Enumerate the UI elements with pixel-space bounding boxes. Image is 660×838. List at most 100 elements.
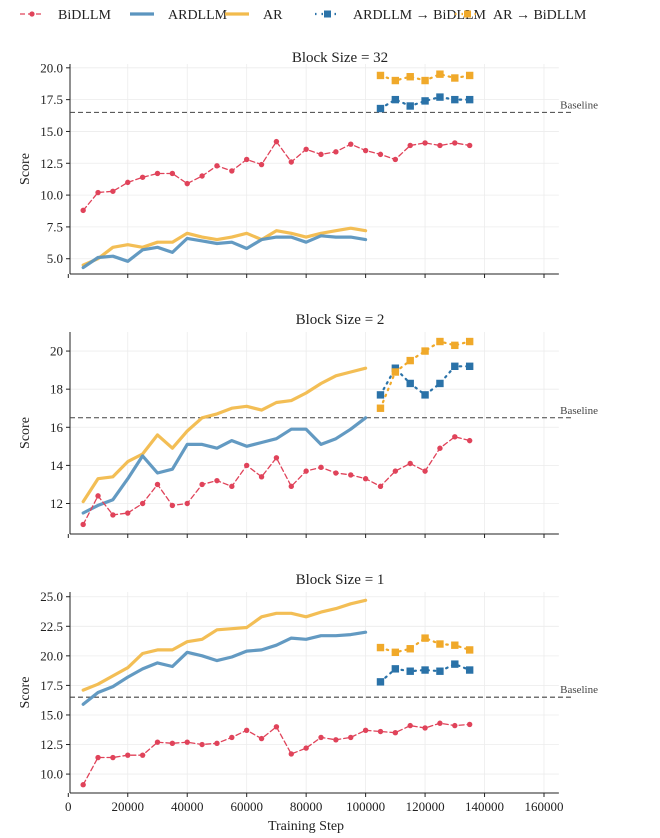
data-point [318, 734, 324, 741]
grid [70, 64, 559, 274]
data-point [333, 149, 339, 155]
data-point [406, 645, 414, 653]
y-tick-label: 20.0 [40, 60, 63, 75]
data-point [303, 745, 309, 751]
data-point [333, 737, 339, 743]
data-point [451, 74, 459, 82]
data-point [436, 640, 444, 648]
panel-title: Block Size = 32 [292, 50, 388, 66]
data-point [348, 734, 354, 741]
data-point [184, 739, 190, 745]
data-point [318, 151, 324, 158]
data-point [110, 512, 116, 518]
series-ar-to-bidllm [376, 337, 474, 412]
y-tick-label: 17.5 [40, 92, 63, 107]
data-point [154, 170, 161, 177]
data-point [229, 483, 235, 490]
series-bidllm [80, 138, 473, 214]
x-tick-label: 100000 [346, 799, 385, 814]
data-point [465, 646, 474, 654]
panel-block-size-32: Block Size = 32 5.0 7.5 10.0 12.5 15.0 17.5 20.… [18, 50, 598, 278]
data-point [466, 721, 473, 728]
data-point [362, 727, 369, 734]
data-point [421, 634, 429, 642]
data-point [436, 667, 444, 675]
data-point [184, 180, 190, 187]
series-ar [81, 366, 368, 504]
baseline-label: Baseline [560, 684, 598, 696]
data-point [377, 728, 384, 735]
y-tick-label: 22.5 [40, 619, 63, 634]
data-point [273, 455, 280, 461]
data-point [436, 70, 444, 78]
legend-swatch-marker [464, 10, 471, 18]
data-point [80, 207, 86, 214]
data-point [376, 391, 385, 399]
data-point [406, 73, 414, 81]
x-tick-label: 160000 [525, 799, 564, 814]
data-point [392, 730, 399, 736]
data-point [199, 741, 205, 748]
y-axis-label: Score [18, 153, 33, 185]
data-point [288, 159, 294, 165]
data-point [451, 341, 459, 350]
data-point [376, 643, 385, 652]
series-line [82, 436, 471, 526]
y-tick-label: 10.0 [40, 767, 63, 782]
data-point [436, 379, 444, 388]
y-tick-label: 14 [50, 458, 64, 473]
legend-swatch-marker [29, 11, 35, 17]
data-point [452, 140, 458, 146]
series-ar [81, 598, 368, 692]
series-bidllm [80, 720, 473, 788]
data-point [80, 521, 86, 528]
data-point [169, 740, 176, 747]
baseline-label: Baseline [560, 405, 598, 417]
series-ar-to-bidllm [376, 70, 474, 85]
data-point [452, 722, 458, 729]
data-point [229, 168, 235, 174]
series-ardllm [81, 234, 368, 270]
data-point [422, 140, 428, 146]
data-point [391, 95, 400, 104]
data-point [273, 138, 280, 145]
data-point [318, 464, 324, 471]
x-tick-label: 140000 [465, 799, 504, 814]
data-point [333, 470, 339, 476]
legend-label: BiDLLM [58, 8, 111, 23]
data-point [407, 722, 413, 729]
data-point [406, 667, 414, 675]
data-point [436, 93, 444, 101]
series-ar [81, 226, 368, 267]
data-point [452, 434, 458, 440]
data-point [243, 156, 250, 163]
data-point [199, 173, 205, 179]
data-point [229, 734, 235, 741]
data-point [376, 104, 385, 113]
data-point [406, 102, 414, 110]
data-point [451, 660, 459, 668]
data-point [80, 782, 86, 788]
data-point [465, 71, 474, 80]
data-point [436, 337, 444, 346]
data-point [421, 76, 429, 85]
data-point [406, 356, 414, 365]
data-point [421, 347, 429, 355]
data-point [95, 493, 101, 499]
legend-label: AR [263, 8, 283, 23]
data-point [465, 666, 474, 674]
data-point [288, 483, 294, 490]
data-point [125, 752, 131, 758]
x-tick-label: 20000 [112, 799, 145, 814]
legend-label: ARDLLM [168, 8, 228, 23]
series-line [81, 366, 368, 504]
data-point [421, 666, 429, 674]
y-tick-label: 18 [50, 382, 63, 397]
baseline-label: Baseline [560, 99, 598, 111]
panel-title: Block Size = 1 [296, 572, 385, 588]
data-point [451, 95, 459, 104]
data-point [451, 362, 459, 371]
data-point [376, 404, 385, 412]
series-line [81, 416, 368, 515]
data-point [288, 751, 294, 757]
